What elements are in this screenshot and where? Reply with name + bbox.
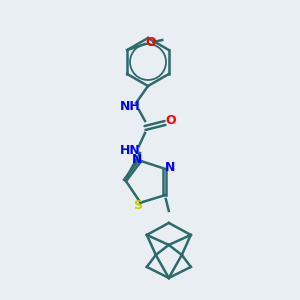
Text: NH: NH xyxy=(120,100,140,113)
Text: O: O xyxy=(166,115,176,128)
Text: N: N xyxy=(165,160,175,174)
Text: O: O xyxy=(145,35,155,49)
Text: S: S xyxy=(133,199,142,212)
Text: HN: HN xyxy=(120,143,140,157)
Text: N: N xyxy=(132,153,142,166)
